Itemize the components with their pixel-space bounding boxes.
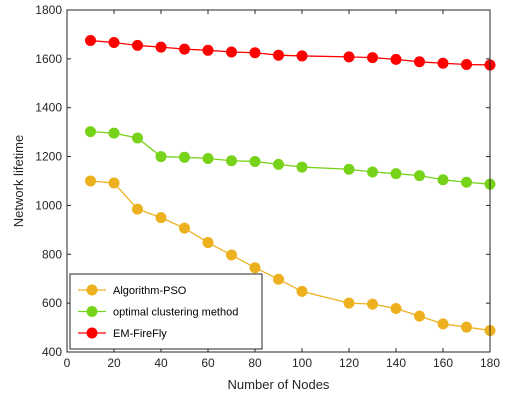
y-tick-label: 800 bbox=[42, 247, 62, 261]
data-point bbox=[414, 56, 425, 68]
data-point bbox=[179, 43, 190, 55]
data-point bbox=[155, 151, 167, 163]
x-tick-label: 140 bbox=[386, 356, 406, 370]
data-point bbox=[132, 203, 143, 215]
data-point bbox=[296, 50, 308, 62]
y-tick-label: 1600 bbox=[35, 52, 62, 66]
data-point bbox=[343, 163, 355, 175]
legend-marker bbox=[86, 327, 98, 339]
legend-marker bbox=[86, 284, 98, 296]
legend: Algorithm-PSO optimal clustering method EM… bbox=[69, 273, 263, 350]
data-point bbox=[132, 132, 143, 144]
legend-entry: EM-FireFly bbox=[78, 327, 167, 340]
series-algorithm-pso bbox=[85, 175, 496, 337]
legend-label: EM-FireFly bbox=[113, 328, 167, 340]
x-tick-label: 80 bbox=[248, 356, 262, 370]
legend-entry: Algorithm-PSO bbox=[78, 284, 187, 297]
data-point bbox=[273, 273, 284, 285]
legend-entry: optimal clustering method bbox=[78, 306, 238, 319]
y-tick-label: 1000 bbox=[35, 198, 62, 212]
legend-label: Algorithm-PSO bbox=[113, 285, 187, 297]
data-point bbox=[367, 52, 378, 64]
data-point bbox=[414, 310, 425, 322]
data-point bbox=[437, 57, 449, 69]
data-point bbox=[202, 237, 214, 249]
x-axis-label: Number of Nodes bbox=[228, 377, 330, 392]
data-point bbox=[367, 298, 378, 310]
data-point bbox=[179, 151, 190, 163]
data-point bbox=[390, 303, 402, 315]
data-point bbox=[132, 39, 143, 51]
y-tick-label: 400 bbox=[42, 345, 62, 359]
x-tick-label: 180 bbox=[480, 356, 500, 370]
data-point bbox=[367, 166, 378, 178]
x-tick-label: 20 bbox=[107, 356, 121, 370]
data-point bbox=[85, 126, 96, 138]
data-point bbox=[273, 49, 284, 61]
data-point bbox=[85, 175, 96, 187]
x-tick-label: 40 bbox=[154, 356, 168, 370]
data-point bbox=[249, 47, 261, 59]
ticks-layer: 0 20 40 60 80 100 120 140 160 180 400 600 800 1000 120… bbox=[35, 3, 500, 370]
x-tick-label: 0 bbox=[64, 356, 71, 370]
y-tick-label: 1800 bbox=[35, 3, 62, 17]
data-point bbox=[343, 297, 355, 309]
legend-label: optimal clustering method bbox=[113, 307, 238, 319]
data-point bbox=[226, 155, 237, 167]
data-point bbox=[155, 212, 167, 224]
data-point bbox=[296, 285, 308, 297]
legend-marker bbox=[86, 306, 98, 317]
x-tick-label: 120 bbox=[339, 356, 359, 370]
data-point bbox=[437, 174, 449, 186]
x-tick-label: 60 bbox=[201, 356, 215, 370]
data-point bbox=[108, 177, 120, 189]
series-layer bbox=[85, 35, 496, 337]
series-em-firefly bbox=[85, 35, 496, 71]
data-point bbox=[226, 249, 237, 261]
data-point bbox=[461, 176, 472, 188]
y-tick-label: 1400 bbox=[35, 101, 62, 115]
y-tick-label: 1200 bbox=[35, 150, 62, 164]
y-tick-label: 600 bbox=[42, 296, 62, 310]
data-point bbox=[202, 44, 214, 56]
data-point bbox=[390, 53, 402, 65]
data-point bbox=[390, 168, 402, 180]
data-point bbox=[155, 41, 167, 53]
series-optimal-clustering-method bbox=[85, 126, 496, 190]
plot-frame bbox=[66, 9, 491, 353]
data-point bbox=[437, 318, 449, 330]
data-point bbox=[249, 155, 261, 167]
data-point bbox=[179, 222, 190, 234]
data-point bbox=[414, 170, 425, 182]
data-point bbox=[461, 58, 472, 70]
data-point bbox=[273, 158, 284, 170]
data-point bbox=[202, 153, 214, 165]
data-point bbox=[296, 161, 308, 173]
x-tick-label: 160 bbox=[433, 356, 453, 370]
data-point bbox=[85, 35, 96, 47]
data-point bbox=[108, 127, 120, 139]
data-point bbox=[249, 262, 261, 274]
data-point bbox=[108, 36, 120, 48]
data-point bbox=[226, 46, 237, 58]
data-point bbox=[461, 321, 472, 333]
x-tick-label: 100 bbox=[292, 356, 312, 370]
data-point bbox=[343, 51, 355, 63]
y-axis-label: Network lifetime bbox=[11, 135, 26, 227]
